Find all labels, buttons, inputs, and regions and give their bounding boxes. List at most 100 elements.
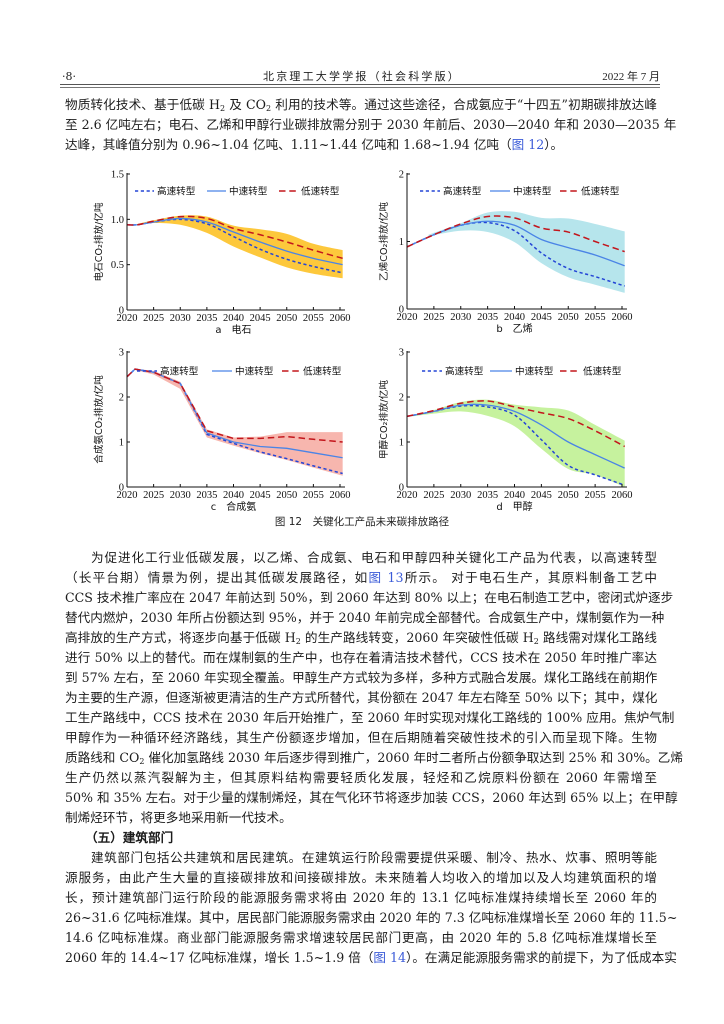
x-tick-label: 2025 <box>423 312 444 323</box>
text-run: 26~31.6 亿吨标准煤。其中，居民部门能源服务需求由 2020 年的 7.3… <box>65 910 678 925</box>
header-rule <box>60 84 660 85</box>
text-line: 甲醇作为一种循环经济路线，其生产份额逐步增加，但在后期随着突破性技术的引入而呈现… <box>65 728 657 748</box>
text-run: ）。 <box>544 137 564 152</box>
text-line: 建筑部门包括公共建筑和居民建筑。在建筑运行阶段需要提供采暖、制冷、热水、炊事、照… <box>65 848 657 868</box>
page-number: ·8· <box>62 70 76 83</box>
text-run: 达峰，其峰值分别为 0.96~1.04 亿吨、1.11~1.44 亿吨和 1.6… <box>65 137 512 152</box>
x-tick-label: 2030 <box>450 312 471 323</box>
x-tick-label: 2050 <box>558 312 579 323</box>
figure-reference-link[interactable]: 图 14 <box>373 950 407 965</box>
text-run: （长平台期）情景为例，提出其低碳发展路径，如 <box>65 570 369 585</box>
journal-title: 北京理工大学学报（社会科学版） <box>263 70 461 83</box>
y-axis-label: 电石CO₂排放/亿吨 <box>93 202 105 281</box>
legend-label: 中速转型 <box>235 366 274 378</box>
x-tick-label: 2020 <box>397 312 418 323</box>
text-run: 利用的技术等。通过这些途径，合成氨应于“十四五”初期碳排放达峰 <box>271 97 657 112</box>
text-run: 为促进化工行业低碳发展，以乙烯、合成氨、电石和甲醇四种关键化工产品为代表，以高速… <box>91 550 657 565</box>
text-run: 替代内燃炉，2030 年所占份额达到 95%，并于 2040 年前完成全部替代。… <box>65 610 665 625</box>
text-line: 到 57% 左右，至 2060 年实现全覆盖。甲醇生产方式较为多样，多种方式融合… <box>65 668 657 688</box>
x-tick-label: 2040 <box>504 490 525 501</box>
y-axis-label: 甲醇CO₂排放/亿吨 <box>378 380 390 459</box>
text-line: 为主要的生产源，但逐渐被更清洁的生产方式所替代，其份额在 2047 年左右降至 … <box>65 688 657 708</box>
uncertainty-band <box>428 211 625 293</box>
x-tick-label: 2020 <box>397 490 418 501</box>
x-tick-label: 2050 <box>276 313 297 324</box>
x-tick-label: 2055 <box>585 312 606 323</box>
text-run: 50% 和 35% 左右。对于少量的煤制烯烃，其在气化环节将逐步加装 CCS，2… <box>65 790 678 805</box>
chart-a-calcium-carbide: 0 0.5 1.0 1.5 2020 2025 2030 2035 2040 2045 2050 20… <box>93 170 351 337</box>
x-tick-label: 2045 <box>531 312 552 323</box>
legend-label: 高速转型 <box>443 186 482 198</box>
figure-reference-link[interactable]: 图 13 <box>368 570 404 585</box>
x-tick-label: 2050 <box>558 490 579 501</box>
text-run: 及 CO <box>225 97 267 112</box>
paragraph-2: 为促进化工行业低碳发展，以乙烯、合成氨、电石和甲醇四种关键化工产品为代表，以高速… <box>65 548 683 828</box>
text-run: 质路线和 CO <box>65 750 140 765</box>
subscript: 2 <box>219 104 226 113</box>
legend-label: 中速转型 <box>229 186 268 198</box>
x-tick-label: 2055 <box>303 313 324 324</box>
text-run: ）。在满足能源服务需求的前提下，为了低成本实 <box>406 950 677 965</box>
text-line: 高排放的生产方式，将逐步向基于低碳 H2 的生产路线转变，2060 年突破性低碳… <box>65 628 657 648</box>
y-axis-label: 乙烯CO₂排放/亿吨 <box>378 202 390 281</box>
legend-label: 中速转型 <box>513 186 552 198</box>
text-run: 路线需对煤化工路线 <box>538 630 657 645</box>
text-line: 至 2.6 亿吨左右；电石、乙烯和甲醇行业碳排放需分别于 2030 年前后、20… <box>65 115 676 135</box>
text-line: 工生产路线中，CCS 技术在 2030 年后开始推广，至 2060 年时实现对煤… <box>65 708 674 728</box>
subplot-title: c 合成氨 <box>211 500 257 513</box>
y-tick-label: 0 <box>119 306 124 317</box>
subscript: 2 <box>295 637 301 646</box>
subscript: 2 <box>266 104 272 113</box>
legend-label: 低速转型 <box>583 366 622 378</box>
legend-label: 高速转型 <box>157 186 196 198</box>
y-tick-label: 2 <box>119 393 124 404</box>
issue-date: 2022 年 7 月 <box>602 71 660 83</box>
text-line: 质路线和 CO2 催化加氢路线 2030 年后逐步得到推广，2060 年时二者所… <box>65 748 683 768</box>
subplot-title: d 甲醇 <box>496 500 532 513</box>
y-tick-label: 1 <box>399 237 404 248</box>
x-tick-label: 2035 <box>196 313 217 324</box>
x-tick-label: 2040 <box>223 490 244 501</box>
section-heading: （五）建筑部门 <box>85 830 174 845</box>
y-tick-label: 2 <box>399 170 404 181</box>
x-tick-label: 2020 <box>117 490 138 501</box>
text-run: 催化加氢路线 2030 年后逐步得到推广，2060 年时二者所占份额争取达到 2… <box>144 750 683 765</box>
text-run: CCS 技术推广率应在 2047 年前达到 50%，到 2060 年达到 80%… <box>65 590 674 605</box>
text-run: 为主要的生产源，但逐渐被更清洁的生产方式所替代，其份额在 2047 年左右降至 … <box>65 690 658 705</box>
header-rule-thin <box>60 87 660 88</box>
text-line: 替代内燃炉，2030 年所占份额达到 95%，并于 2040 年前完成全部替代。… <box>65 608 664 628</box>
text-line: 长，预计建筑部门运行阶段的能源服务需求将由 2020 年的 13.1 亿吨标准煤… <box>65 888 657 908</box>
series-line-medium-speed <box>406 220 625 267</box>
x-tick-label: 2020 <box>117 313 138 324</box>
x-tick-label: 2040 <box>223 313 244 324</box>
y-tick-label: 0 <box>399 305 404 316</box>
y-tick-label: 3 <box>119 348 124 359</box>
y-tick-label: 1 <box>119 438 124 449</box>
text-line: 26~31.6 亿吨标准煤。其中，居民部门能源服务需求由 2020 年的 7.3… <box>65 908 677 928</box>
legend: 高速转型 中速转型 低速转型 <box>422 366 622 378</box>
chart-b-ethylene: 0 1 2 2020 2025 2030 2035 2040 2045 2050 2055 2060 乙… <box>378 170 633 336</box>
text-line: 源服务，由此产生大量的直接碳排放和间接碳排放。未来随着人均收入的增加以及人均建筑… <box>65 868 657 888</box>
figure-reference-link[interactable]: 图 12 <box>511 137 545 152</box>
subplot-title: b 乙烯 <box>496 322 532 335</box>
text-run: 甲醇作为一种循环经济路线，其生产份额逐步增加，但在后期随着突破性技术的引入而呈现… <box>65 730 657 745</box>
text-run: 长，预计建筑部门运行阶段的能源服务需求将由 2020 年的 13.1 亿吨标准煤… <box>65 890 657 905</box>
series-line-low-speed <box>406 215 625 253</box>
legend: 高速转型 中速转型 低速转型 <box>135 186 340 198</box>
text-run: 物质转化技术、基于低碳 H <box>65 97 220 112</box>
x-tick-label: 2050 <box>276 490 297 501</box>
text-line: 制烯烃环节，将更多地采用新一代技术。 <box>65 808 657 828</box>
y-tick-label: 1.5 <box>111 170 124 181</box>
paragraph-1: 物质转化技术、基于低碳 H2 及 CO2 利用的技术等。通过这些途径，合成氨应于… <box>65 95 676 155</box>
text-line: 50% 和 35% 左右。对于少量的煤制烯烃，其在气化环节将逐步加装 CCS，2… <box>65 788 678 808</box>
x-tick-label: 2030 <box>170 490 191 501</box>
subplot-title: a 电石 <box>215 323 251 336</box>
text-run: 进行 50% 以上的替代。而在煤制氨的生产中，也存在着清洁技术替代，CCS 技术… <box>65 650 657 665</box>
text-run: 源服务，由此产生大量的直接碳排放和间接碳排放。未来随着人均收入的增加以及人均建筑… <box>65 870 657 885</box>
legend: 高速转型 中速转型 低速转型 <box>137 366 342 378</box>
y-tick-label: 1 <box>399 438 404 449</box>
x-tick-label: 2030 <box>450 490 471 501</box>
x-tick-label: 2035 <box>477 490 498 501</box>
series-line-medium-speed <box>126 217 343 266</box>
series-line-low-speed <box>126 215 343 260</box>
